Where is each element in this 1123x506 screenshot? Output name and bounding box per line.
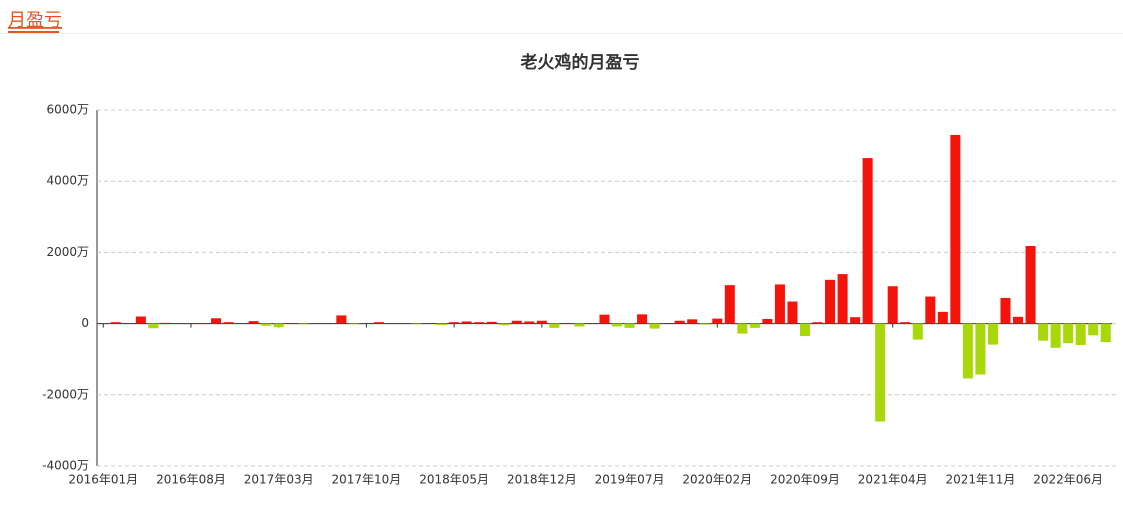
bar	[1038, 323, 1049, 341]
bar	[674, 320, 685, 324]
bar	[336, 315, 347, 324]
chart-title: 老火鸡的月盈亏	[520, 52, 640, 73]
bar	[1075, 323, 1086, 345]
y-tick-label: -4000万	[42, 459, 89, 473]
bar	[712, 318, 723, 324]
bar	[762, 318, 773, 324]
bar	[298, 323, 309, 325]
bar	[699, 323, 710, 325]
bar	[799, 323, 811, 337]
bar	[925, 296, 936, 324]
bar	[612, 323, 623, 327]
bar	[211, 318, 222, 324]
bar	[975, 323, 986, 375]
bar	[900, 322, 911, 324]
bar	[348, 323, 359, 325]
bar	[825, 279, 836, 324]
bar	[411, 323, 422, 325]
bar	[486, 321, 497, 324]
bar	[737, 323, 748, 334]
header-underline	[8, 31, 59, 33]
bar	[937, 311, 948, 324]
page-header[interactable]: 月盈亏	[8, 10, 62, 31]
bar	[749, 323, 760, 328]
bar	[273, 323, 284, 328]
bar	[774, 284, 785, 324]
y-tick-label: 0	[81, 316, 89, 330]
bar	[875, 323, 886, 422]
bar	[474, 322, 485, 324]
bar	[536, 320, 547, 324]
bar	[160, 322, 171, 324]
y-tick-label: 2000万	[46, 245, 89, 259]
bar	[1025, 245, 1036, 324]
bar	[461, 321, 472, 324]
x-tick-label: 2022年06月	[1033, 473, 1103, 487]
bar	[850, 317, 861, 324]
bar	[887, 286, 898, 324]
bar	[135, 316, 146, 324]
x-tick-label: 2018年05月	[419, 473, 489, 487]
x-tick-label: 2018年12月	[507, 473, 577, 487]
bar	[524, 321, 535, 324]
bar	[812, 322, 823, 324]
bar	[912, 323, 923, 340]
bar	[724, 285, 735, 324]
bar	[261, 323, 272, 326]
bar	[549, 323, 560, 328]
bar	[1000, 297, 1011, 324]
bar	[223, 322, 234, 324]
bar	[687, 319, 698, 324]
y-tick-label: 4000万	[46, 174, 89, 188]
bar	[1088, 323, 1099, 336]
x-tick-label: 2021年04月	[858, 473, 928, 487]
bar	[373, 322, 384, 324]
x-tick-label: 2017年03月	[244, 473, 314, 487]
bar	[248, 321, 259, 324]
y-tick-label: 6000万	[46, 103, 89, 117]
x-tick-label: 2021年11月	[946, 473, 1016, 487]
bar	[436, 323, 447, 326]
bar	[649, 323, 660, 329]
bar	[148, 323, 159, 329]
bar	[962, 323, 973, 379]
x-tick-label: 2016年08月	[156, 473, 226, 487]
bar	[787, 301, 798, 324]
x-tick-label: 2019年07月	[595, 473, 665, 487]
bar	[637, 314, 648, 324]
bar	[1100, 323, 1111, 343]
x-tick-label: 2016年01月	[68, 473, 138, 487]
bar	[449, 322, 460, 324]
bar	[110, 322, 121, 324]
x-tick-label: 2020年09月	[770, 473, 840, 487]
bar	[1063, 323, 1074, 344]
bar	[499, 323, 510, 326]
y-tick-label: -2000万	[42, 387, 89, 401]
bar	[950, 134, 961, 324]
bar	[1050, 323, 1061, 348]
bar	[624, 323, 635, 328]
x-tick-label: 2017年10月	[332, 473, 402, 487]
x-tick-label: 2020年02月	[682, 473, 752, 487]
bar	[862, 158, 873, 324]
bar	[1013, 316, 1024, 324]
bar	[987, 323, 998, 345]
bar	[511, 320, 522, 324]
bar	[599, 314, 610, 324]
bar	[837, 274, 848, 324]
bar	[574, 323, 585, 327]
